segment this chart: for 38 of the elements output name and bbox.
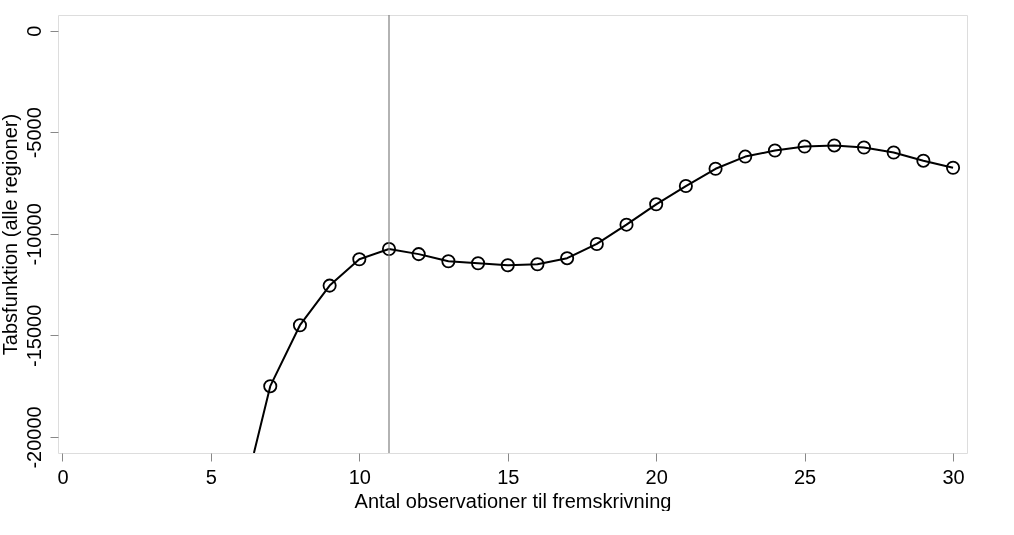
point	[649, 197, 664, 212]
point	[500, 258, 515, 273]
x-tick-label: 25	[793, 465, 817, 488]
point	[856, 140, 872, 155]
x-axis-title: Antal observationer til fremskrivning	[354, 489, 672, 512]
point	[738, 149, 753, 164]
point	[797, 139, 812, 154]
point	[886, 145, 901, 160]
point	[946, 160, 961, 175]
point	[678, 179, 693, 194]
point	[767, 143, 782, 158]
x-tick-label: 5	[205, 465, 217, 488]
x-tick-label: 10	[348, 465, 371, 488]
y-tick-label: -20000	[22, 406, 45, 469]
point	[322, 278, 337, 293]
y-tick-label: -10000	[22, 203, 45, 266]
x-tick-label: 0	[57, 465, 69, 488]
point	[619, 217, 634, 232]
point	[827, 138, 842, 153]
point	[560, 251, 575, 266]
point	[411, 247, 426, 262]
point	[352, 252, 367, 267]
point	[530, 257, 545, 272]
point	[471, 256, 486, 271]
point	[589, 236, 604, 251]
x-tick-label: 20	[645, 465, 668, 488]
y-tick-label: -5000	[22, 107, 45, 159]
x-tick-label: 30	[942, 465, 965, 488]
y-tick-label: -15000	[22, 304, 45, 368]
point	[441, 254, 456, 269]
y-axis-title: Tabsfunktion (alle regioner)	[0, 113, 21, 356]
point	[263, 379, 278, 394]
point	[708, 161, 723, 176]
x-tick-label: 15	[497, 465, 520, 488]
point	[292, 318, 307, 333]
point	[381, 242, 397, 257]
point	[916, 153, 931, 168]
y-tick-label: 0	[22, 25, 45, 37]
